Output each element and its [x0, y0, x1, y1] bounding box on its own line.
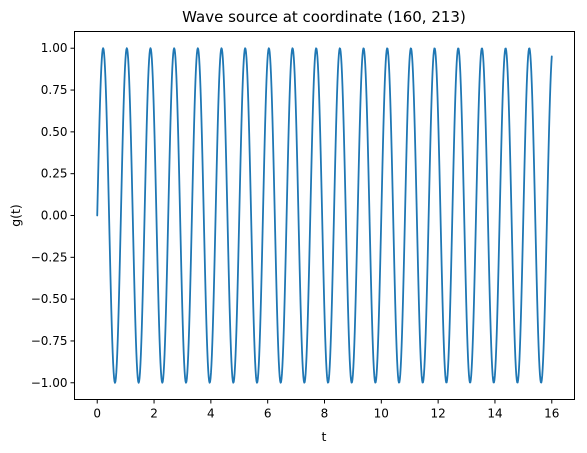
- x-tick-label: 8: [321, 407, 329, 421]
- x-tick-label: 12: [430, 407, 445, 421]
- x-tick-label: 0: [93, 407, 101, 421]
- series-group: [96, 47, 553, 384]
- y-tick-label: 0.75: [41, 83, 68, 97]
- y-tick-label: −0.25: [31, 250, 68, 264]
- y-tick-label: −0.50: [31, 292, 68, 306]
- y-tick-label: −1.00: [31, 376, 68, 390]
- chart-title: Wave source at coordinate (160, 213): [182, 8, 466, 26]
- y-tick-label: 1.00: [41, 41, 68, 55]
- y-axis-ticks: 1.00 0.75 0.50 0.25 0.00 −0.25 −0.50 −0.75 −1.00: [31, 41, 75, 390]
- y-tick-label: 0.25: [41, 167, 68, 181]
- x-tick-label: 4: [207, 407, 215, 421]
- x-axis-ticks: 0 2 4 6 8 10 12 14 16: [93, 399, 559, 421]
- series-line: [96, 47, 553, 384]
- x-tick-label: 6: [264, 407, 272, 421]
- y-tick-label: 0.00: [41, 209, 68, 223]
- y-tick-label: −0.75: [31, 334, 68, 348]
- x-axis-label: t: [322, 429, 327, 444]
- x-tick-label: 16: [544, 407, 559, 421]
- x-tick-label: 14: [487, 407, 502, 421]
- y-axis-label: g(t): [8, 204, 23, 227]
- y-tick-label: 0.50: [41, 125, 68, 139]
- x-tick-label: 2: [150, 407, 158, 421]
- x-tick-label: 10: [374, 407, 389, 421]
